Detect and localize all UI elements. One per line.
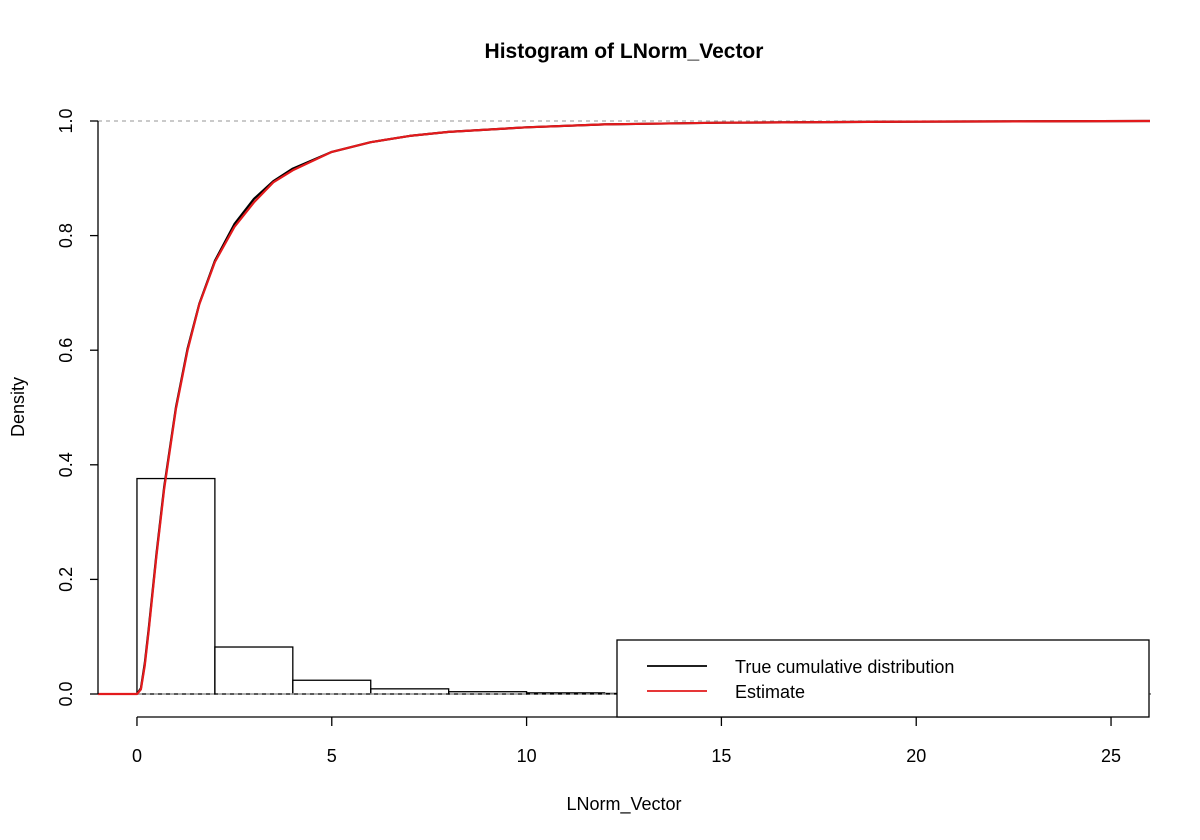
x-tick-label: 20 [906, 746, 926, 766]
x-tick-label: 10 [517, 746, 537, 766]
x-tick-label: 5 [327, 746, 337, 766]
y-tick-label: 0.0 [56, 681, 76, 706]
y-tick-label: 0.4 [56, 452, 76, 477]
chart-title: Histogram of LNorm_Vector [485, 40, 764, 63]
histogram-bar [292, 679, 372, 695]
series-estimate-line [98, 119, 1151, 696]
y-tick-label: 1.0 [56, 108, 76, 133]
legend-label-estimate: Estimate [735, 682, 805, 702]
y-tick-label: 0.6 [56, 338, 76, 363]
series-true-cdf-line [136, 119, 1151, 695]
legend-box [616, 639, 1150, 718]
x-tick-label: 15 [711, 746, 731, 766]
y-tick-label: 0.2 [56, 567, 76, 592]
histogram-bar [136, 477, 216, 695]
plot-area [98, 119, 1151, 696]
y-tick-label: 0.8 [56, 223, 76, 248]
x-tick-label: 0 [132, 746, 142, 766]
legend-label-true: True cumulative distribution [735, 657, 954, 677]
legend: True cumulative distribution Estimate [616, 639, 1150, 718]
y-axis-title: Density [8, 377, 28, 437]
x-tick-label: 25 [1101, 746, 1121, 766]
histogram-bar [214, 646, 294, 695]
x-axis-title: LNorm_Vector [566, 794, 681, 815]
histogram-bar [370, 688, 450, 695]
